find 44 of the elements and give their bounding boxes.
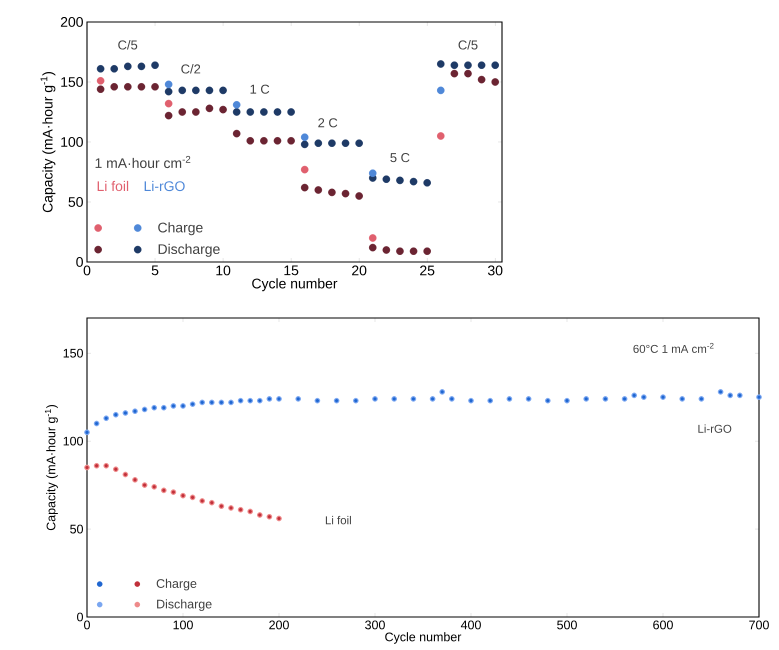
annotation: Li foil [326, 516, 351, 524]
legend-label: Discharge [158, 244, 220, 257]
annotation: C/2 [181, 64, 200, 74]
x-tick-label: 700 [749, 620, 769, 630]
y-tick-label: 200 [60, 17, 83, 27]
y-tick-label: 0 [77, 612, 83, 622]
y-axis-title: Capacity (mA·hour g$^{-1}$) [40, 72, 56, 212]
y-axis-title: Capacity (mA·hour g$^{-1}$) [44, 404, 58, 530]
annotation: 1 C [250, 84, 270, 94]
y-tick-label: 0 [76, 257, 83, 267]
legend-title: 1 mA·hour cm$^{-2}$ [96, 156, 190, 168]
x-tick-label: 30 [488, 266, 502, 276]
x-tick-label: 600 [653, 620, 673, 630]
legend-label: Discharge [157, 599, 212, 611]
x-tick-label: 100 [174, 620, 193, 630]
x-tick-label: 500 [557, 620, 577, 630]
y-tick-label: 150 [61, 77, 83, 87]
x-tick-label: 0 [84, 266, 90, 276]
annotation: 60°C 1 mA cm$^{-2}$ [633, 342, 714, 353]
annotation: Li-rGO [698, 424, 732, 433]
y-tick-label: 50 [70, 524, 83, 534]
annotation: C/5 [458, 40, 478, 50]
x-tick-label: 20 [352, 266, 366, 276]
legend-label: Charge [156, 578, 196, 590]
x-axis-title: Cycle number [252, 278, 338, 292]
x-axis-title: Cycle number [385, 632, 462, 644]
x-tick-label: 25 [420, 266, 434, 276]
y-tick-label: 150 [64, 348, 83, 358]
x-tick-label: 5 [152, 266, 158, 276]
x-tick-label: 15 [284, 266, 298, 276]
legend-label: Charge [158, 222, 203, 236]
x-tick-label: 200 [269, 620, 289, 630]
annotation: C/5 [118, 40, 138, 50]
x-tick-label: 300 [365, 620, 385, 630]
y-tick-label: 100 [64, 436, 83, 446]
annotation: 2 C [318, 118, 338, 128]
annotation: Li foil [98, 180, 128, 192]
annotation: Li-rGO [144, 180, 185, 192]
x-tick-label: 400 [460, 620, 481, 630]
annotation: 5 C [390, 153, 410, 162]
y-tick-label: 50 [68, 197, 83, 207]
y-tick-label: 100 [61, 137, 83, 147]
x-tick-label: 10 [216, 266, 230, 276]
x-tick-label: 0 [84, 620, 90, 630]
